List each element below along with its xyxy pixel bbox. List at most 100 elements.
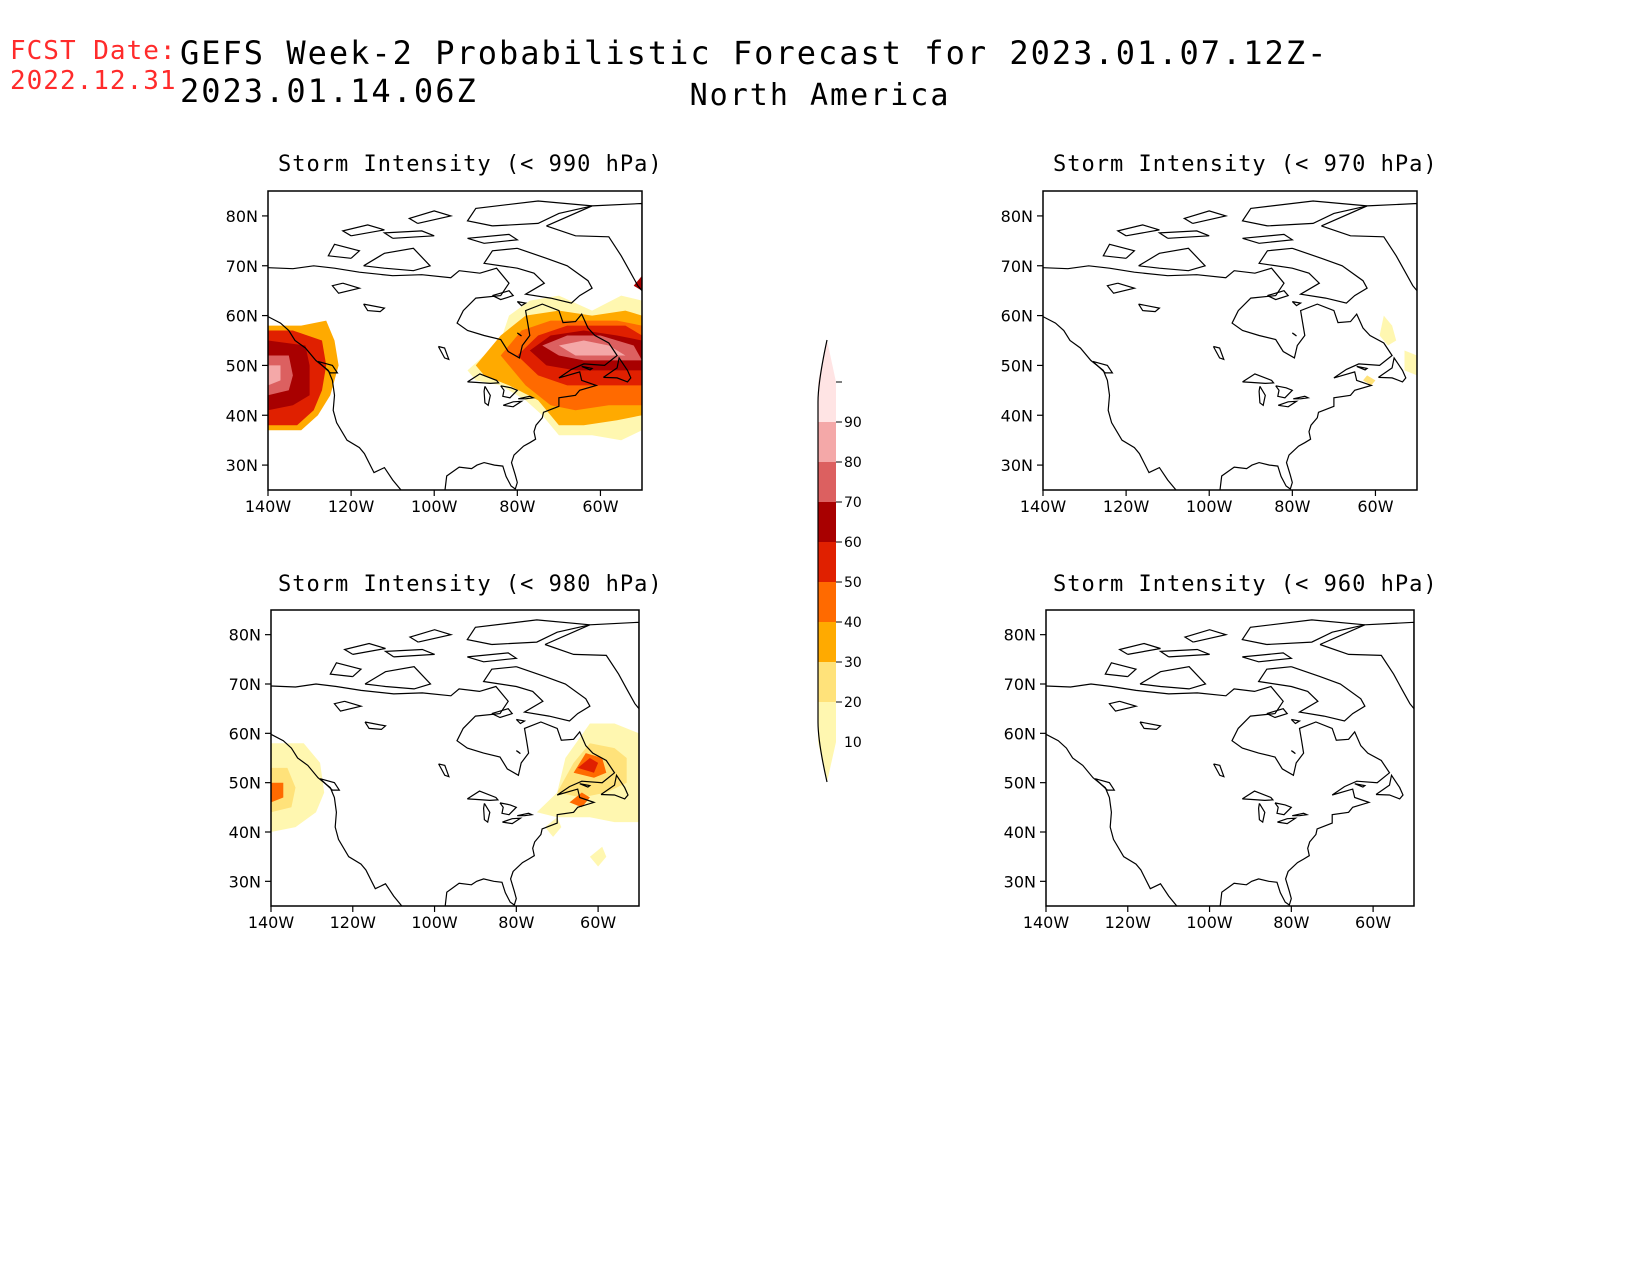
lat-tick-label: 40N — [1004, 823, 1036, 842]
coastline — [329, 662, 363, 678]
coastline — [1212, 345, 1225, 361]
coastline — [333, 700, 364, 712]
coastline — [467, 233, 520, 244]
coastline — [363, 303, 386, 313]
lon-tick-label: 120W — [330, 913, 377, 932]
coastline — [271, 683, 616, 906]
coastline — [515, 750, 521, 755]
colorbar-segment — [818, 422, 836, 462]
coastline — [482, 803, 491, 824]
coastline — [466, 790, 500, 802]
lat-tick-label: 60N — [1004, 724, 1036, 743]
coastline — [1046, 733, 1178, 906]
coastline — [502, 817, 523, 825]
fcst-date: 2022.12.31 — [10, 66, 177, 96]
map-content — [271, 619, 639, 906]
lon-tick-label: 80W — [499, 497, 535, 516]
lat-tick-label: 30N — [1004, 872, 1036, 891]
lon-tick-label: 80W — [1273, 913, 1309, 932]
coastline — [466, 619, 591, 646]
coastline — [407, 210, 454, 224]
coastline — [364, 666, 432, 690]
coastline — [500, 385, 519, 399]
lon-tick-label: 120W — [1103, 497, 1150, 516]
colorbar-label: 70 — [844, 495, 862, 511]
lat-tick-label: 80N — [1001, 207, 1033, 226]
coastline — [363, 247, 432, 272]
lat-tick-label: 30N — [229, 872, 261, 891]
coastline — [343, 642, 386, 655]
panel-title-990: Storm Intensity (< 990 hPa) — [278, 152, 663, 177]
colorbar-segment — [818, 502, 836, 542]
lon-tick-label: 120W — [328, 497, 375, 516]
coastline — [1241, 619, 1366, 646]
map-panel-2: 80N 70N 60N 50N 40N 30N 140W 120W 100W 80W 60W — [229, 609, 640, 932]
coastline — [1292, 812, 1310, 817]
probability-area — [589, 846, 607, 867]
coastline — [1241, 790, 1275, 802]
panel-title-970: Storm Intensity (< 970 hPa) — [1053, 152, 1438, 177]
coastline — [1378, 356, 1407, 383]
coastline — [317, 360, 339, 374]
colorbar-top-end — [818, 340, 836, 382]
coastline — [1046, 683, 1391, 906]
map-panel-3: 80N 70N 60N 50N 40N 30N 140W 120W 100W 80W 60W — [1004, 609, 1415, 932]
lat-tick-label: 40N — [1001, 406, 1033, 425]
lat-tick-label: 40N — [226, 406, 258, 425]
probability-area — [271, 743, 325, 832]
colorbar-label: 50 — [844, 575, 862, 591]
lon-tick-label: 60W — [1355, 913, 1391, 932]
coastline — [1183, 629, 1229, 643]
colorbar-segment — [818, 462, 836, 502]
coastline — [1116, 224, 1160, 237]
lon-tick-label: 60W — [582, 497, 618, 516]
coastline — [268, 316, 402, 490]
coastline — [1319, 621, 1414, 710]
lat-tick-label: 80N — [229, 626, 261, 645]
coastline — [1139, 721, 1162, 731]
coastline — [1213, 763, 1225, 778]
colorbar-label: 20 — [844, 695, 862, 711]
coastline — [1356, 365, 1369, 371]
coastline — [544, 621, 639, 710]
probability-area — [1404, 350, 1417, 376]
coastline — [1106, 282, 1137, 294]
colorbar-segment — [818, 582, 836, 622]
coastline — [1138, 247, 1207, 272]
coastline — [1354, 783, 1367, 788]
lon-tick-label: 60W — [580, 913, 616, 932]
coastline — [467, 373, 500, 385]
forecast-date-label: FCST Date: 2022.12.31 — [10, 36, 177, 96]
panel-title-980: Storm Intensity (< 980 hPa) — [278, 572, 663, 597]
lon-tick-label: 100W — [411, 497, 458, 516]
lon-tick-label: 80W — [498, 913, 534, 932]
map-panel-0: 80N 70N 60N 50N 40N 30N 140W 120W 100W 80W 60W — [226, 190, 643, 516]
coastline — [364, 721, 387, 731]
coastline — [1257, 666, 1366, 722]
coastline — [503, 400, 524, 408]
coastline — [1275, 385, 1294, 399]
coastline — [1274, 802, 1293, 816]
map-panel-1: 80N 70N 60N 50N 40N 30N 140W 120W 100W 80W 60W — [1001, 190, 1418, 516]
lon-tick-label: 80W — [1274, 497, 1310, 516]
coastline — [1242, 373, 1275, 385]
coastline — [499, 802, 518, 816]
colorbar-segment — [818, 702, 836, 742]
probability-area — [577, 758, 599, 773]
coastline — [1104, 662, 1138, 678]
lon-tick-label: 140W — [1023, 913, 1070, 932]
page-title: GEFS Week-2 Probabilistic Forecast for 2… — [180, 34, 1329, 110]
coastline — [483, 385, 491, 407]
lat-tick-label: 80N — [226, 207, 258, 226]
coastline — [1375, 773, 1404, 800]
coastline — [438, 763, 450, 778]
coastline — [1157, 230, 1210, 239]
lat-tick-label: 80N — [1004, 626, 1036, 645]
page-subtitle: North America — [689, 78, 951, 113]
coastline — [1266, 708, 1289, 719]
coastline — [327, 243, 361, 259]
coastline — [579, 783, 592, 788]
lat-tick-label: 70N — [1001, 257, 1033, 276]
probability-area — [1363, 375, 1376, 386]
